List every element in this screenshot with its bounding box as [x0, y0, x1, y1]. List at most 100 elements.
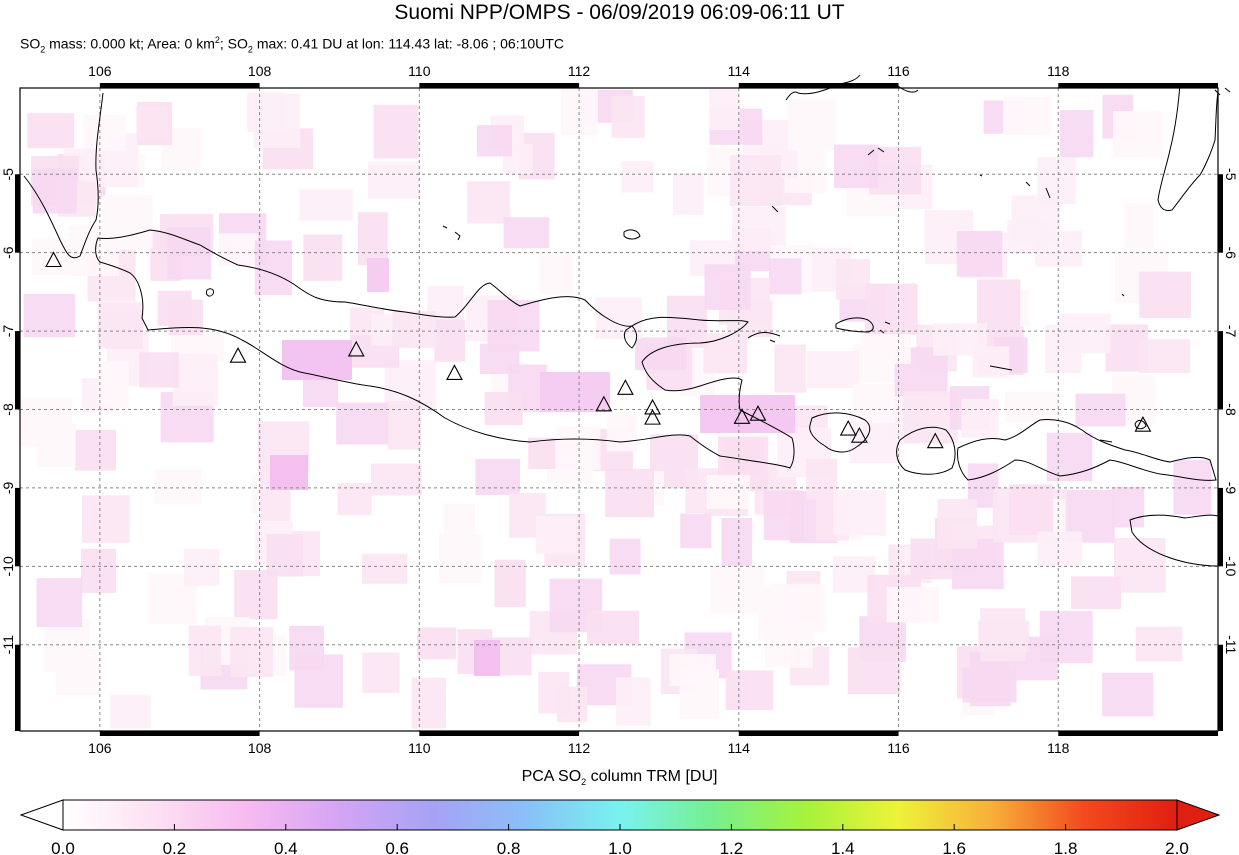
- coastline-bali: [809, 412, 871, 453]
- coastline-borneo: [785, 74, 1219, 211]
- lon-tick-label: 116: [887, 63, 910, 79]
- so2-pixel: [708, 89, 740, 130]
- so2-pixel: [673, 173, 704, 215]
- so2-pixel: [36, 578, 83, 628]
- lon-tick-label: 118: [1047, 740, 1070, 756]
- triangle-icon: [733, 408, 751, 424]
- so2-pixel: [417, 627, 457, 660]
- coastline-lombok: [896, 426, 956, 475]
- so2-pixel: [956, 231, 1003, 277]
- triangle-icon: [749, 405, 767, 421]
- lat-tick-label: -5: [0, 168, 16, 181]
- so2-pixel: [606, 414, 638, 452]
- so2-pixel: [336, 402, 391, 445]
- so2-summary: SO2 mass: 0.000 kt; Area: 0 km2; SO2 max…: [20, 35, 564, 54]
- so2-pixel: [1114, 537, 1166, 593]
- so2-pixel: [706, 475, 750, 509]
- so2-pixel: [434, 319, 466, 362]
- so2-pixel: [270, 455, 308, 490]
- area-sup: 2: [214, 35, 220, 45]
- so2-pixel: [136, 106, 168, 139]
- frame-segment: [1058, 731, 1218, 736]
- so2-pixel: [27, 113, 75, 149]
- lon-tick-label: 114: [728, 63, 751, 79]
- so2-pixel: [635, 337, 687, 370]
- so2-pixel: [392, 311, 437, 348]
- frame-segment: [15, 174, 20, 253]
- so2-pixel: [411, 677, 446, 729]
- lon-tick-label: 110: [408, 740, 431, 756]
- so2-pixel: [703, 333, 748, 374]
- lon-tick-label: 114: [728, 740, 751, 756]
- so2-pixel: [769, 258, 802, 295]
- so2-pixel: [103, 194, 153, 249]
- so2-pixel: [218, 233, 258, 267]
- triangle-icon: [616, 379, 634, 395]
- so2-pixel: [74, 429, 116, 471]
- coastline-kangean: [835, 317, 874, 333]
- so2-pixel: [1003, 96, 1052, 136]
- so2-pixel: [835, 258, 870, 300]
- so2-pixel: [1046, 432, 1093, 482]
- so2-pixel: [1102, 672, 1154, 717]
- so2-pixel: [168, 299, 203, 336]
- so2-pixel: [807, 351, 859, 388]
- coastline-java: [95, 229, 795, 469]
- so2-pixel: [1009, 484, 1054, 535]
- lon-tick-label: 110: [408, 63, 431, 79]
- so2-pixel: [373, 104, 419, 159]
- so2-pixel: [535, 516, 577, 554]
- so2-pixel: [303, 234, 343, 281]
- so2-pixel: [368, 161, 419, 199]
- frame-segment: [15, 644, 20, 731]
- so2-pixel: [729, 155, 782, 207]
- so2-pixel: [763, 490, 804, 541]
- so2-pixel: [484, 391, 523, 425]
- so2-pixel: [188, 625, 222, 676]
- coastline-madura-east: [747, 321, 1013, 371]
- coastline-karimunjawa: [442, 225, 461, 241]
- so2-pixel: [234, 569, 278, 620]
- so2-pixel: [357, 212, 388, 266]
- mass-sub: 2: [40, 44, 46, 55]
- frame-segment: [1218, 174, 1223, 253]
- lat-tick-label: -9: [0, 481, 16, 494]
- so2-pixel: [586, 610, 639, 645]
- so2-pixel: [937, 499, 978, 549]
- colorbar-label: PCA SO2 column TRM [DU]: [0, 768, 1239, 787]
- so2-pixel: [609, 538, 641, 575]
- so2-pixel: [962, 667, 1017, 703]
- lon-tick-label: 112: [568, 63, 591, 79]
- frame-segment: [99, 83, 260, 88]
- so2-pixel: [1060, 110, 1094, 158]
- frame-segment: [99, 731, 260, 736]
- so2-pixel: [282, 340, 352, 380]
- so2-pixel: [1007, 220, 1047, 254]
- coastline-bawean: [623, 229, 641, 240]
- map-title: Suomi NPP/OMPS - 06/09/2019 06:09-06:11 …: [394, 1, 845, 24]
- so2-pixel: [961, 398, 999, 438]
- so2-pixel: [833, 489, 886, 536]
- so2-pixel: [886, 586, 939, 623]
- so2-pixel: [757, 586, 801, 640]
- so2-pixel: [80, 548, 117, 593]
- frame-segment: [419, 83, 580, 88]
- colorbar-label-prefix: PCA SO: [521, 768, 582, 785]
- so2-pixel: [299, 189, 353, 221]
- colorbar-tick-label: 0.6: [385, 839, 409, 855]
- volcano-layer: [45, 251, 1152, 449]
- lat-tick-label: -8: [1223, 403, 1239, 416]
- so2-pixel: [903, 390, 958, 444]
- lon-tick-label: 108: [248, 63, 272, 79]
- so2-pixel: [555, 426, 601, 470]
- lat-tick-label: -7: [0, 325, 16, 338]
- triangle-icon: [229, 347, 247, 363]
- triangle-icon: [446, 364, 463, 380]
- coastline-madura: [623, 325, 638, 349]
- coastline-sumatra: [23, 92, 104, 259]
- so2-pixel: [294, 654, 343, 708]
- so2-pixel: [110, 694, 151, 729]
- colorbar-tick-label: 0.0: [51, 839, 75, 855]
- so2-pixel: [266, 534, 303, 577]
